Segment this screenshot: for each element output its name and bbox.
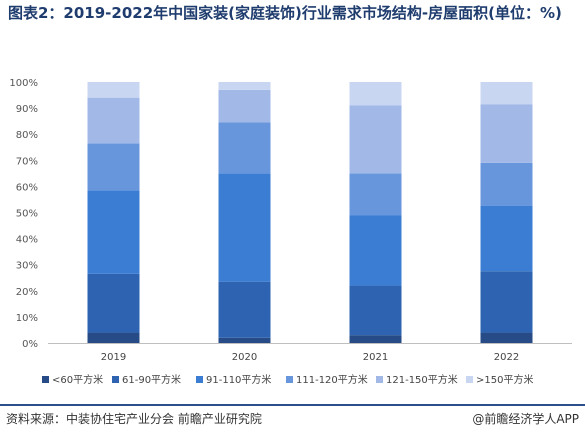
bar-segment [480, 205, 533, 272]
y-tick-label: 50% [16, 209, 38, 220]
y-tick-label: 0% [22, 339, 38, 350]
bar-segment [87, 82, 140, 98]
bar-segment [87, 97, 140, 144]
y-tick-label: 30% [16, 261, 38, 272]
legend-swatch [466, 376, 473, 383]
y-tick-label: 100% [9, 78, 38, 89]
x-tick-label: 2021 [363, 352, 388, 363]
bar-segment [218, 82, 271, 90]
legend-label: 91-110平方米 [206, 373, 271, 386]
bar-segment [218, 89, 271, 123]
bar-segment [349, 285, 402, 336]
bar-segment [480, 104, 533, 163]
bar-segment [349, 173, 402, 216]
bar-segment [87, 332, 140, 343]
legend-swatch [196, 376, 203, 383]
legend-label: 121-150平方米 [386, 373, 458, 386]
legend-label: 111-120平方米 [296, 373, 368, 386]
bar-segment [87, 190, 140, 274]
y-tick-label: 60% [16, 182, 38, 193]
bar-segment [349, 335, 402, 343]
y-tick-label: 40% [16, 235, 38, 246]
legend-label: 61-90平方米 [122, 373, 181, 386]
bar-segment [218, 281, 271, 338]
footer-divider [0, 404, 585, 406]
x-tick-label: 2022 [494, 352, 519, 363]
source-note: 资料来源：中装协住宅产业分会 前瞻产业研究院 [6, 412, 262, 426]
bar-segment [87, 143, 140, 191]
y-tick-label: 10% [16, 313, 38, 324]
chart-title: 图表2：2019-2022年中国家装(家庭装饰)行业需求市场结构-房屋面积(单位… [8, 4, 562, 22]
bar-segment [218, 337, 271, 343]
y-tick-label: 80% [16, 130, 38, 141]
bar-segment [480, 332, 533, 343]
credit-note: @前瞻经济学人APP [472, 412, 579, 426]
bar-segment [480, 162, 533, 206]
bar-segment [349, 82, 402, 106]
legend-swatch [112, 376, 119, 383]
legend-label: <60平方米 [52, 373, 103, 386]
y-tick-label: 90% [16, 104, 38, 115]
bar-segment [480, 82, 533, 105]
y-tick-label: 20% [16, 287, 38, 298]
bar-segment [349, 105, 402, 174]
x-tick-label: 2019 [101, 352, 126, 363]
bar-segment [218, 122, 271, 174]
legend-swatch [286, 376, 293, 383]
bar-segment [87, 273, 140, 333]
bar-segment [349, 215, 402, 286]
bar-segment [218, 173, 271, 282]
bar-segment [480, 271, 533, 333]
legend-label: >150平方米 [476, 373, 533, 386]
x-tick-label: 2020 [232, 352, 257, 363]
legend-swatch [376, 376, 383, 383]
y-tick-label: 70% [16, 156, 38, 167]
legend-swatch [42, 376, 49, 383]
